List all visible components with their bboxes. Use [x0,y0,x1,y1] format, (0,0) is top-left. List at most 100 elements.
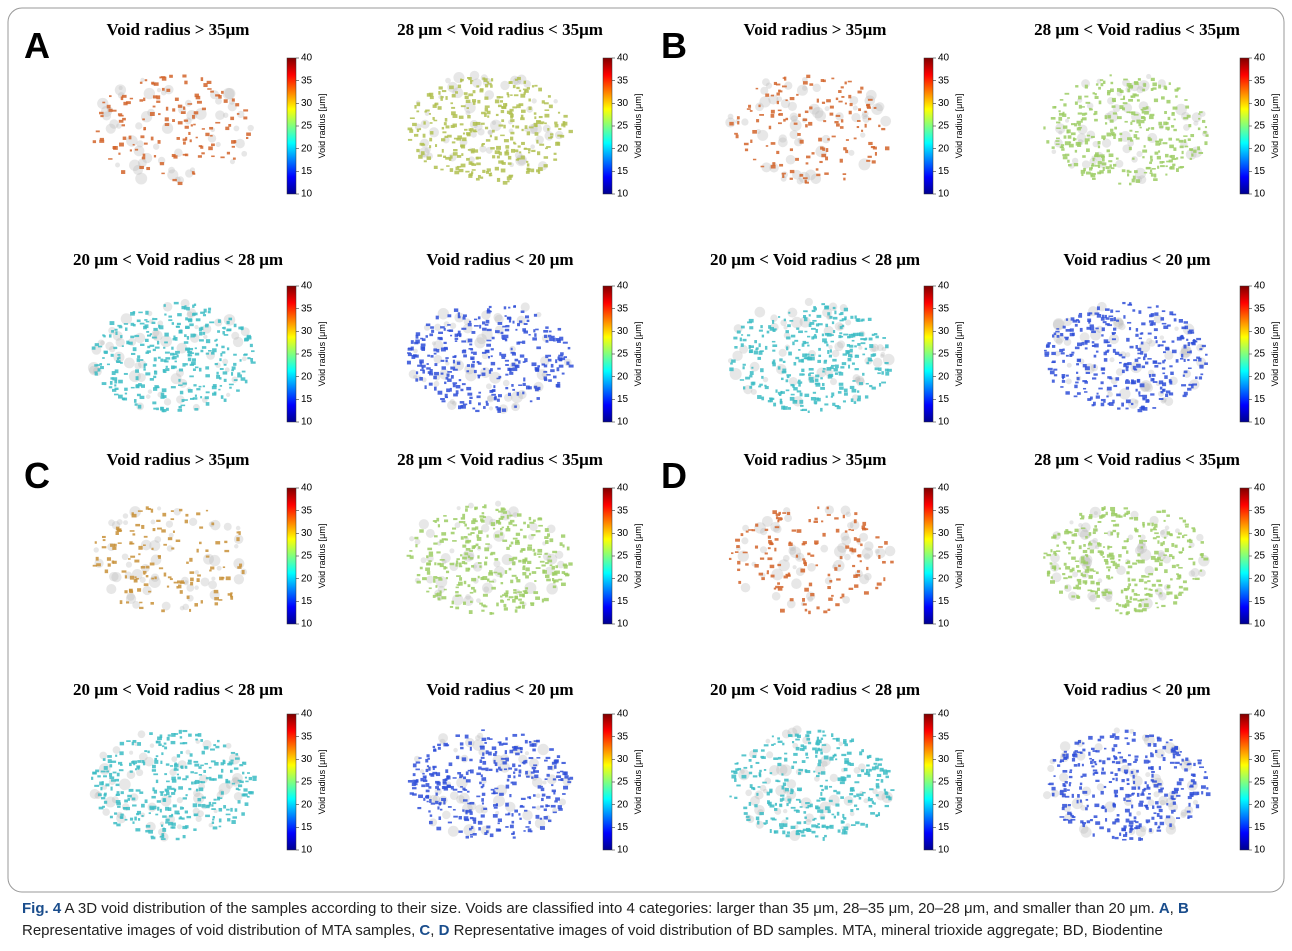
void [1126,387,1129,390]
void [120,362,123,364]
void [135,149,138,151]
void [108,158,112,160]
void [194,781,197,784]
void [1128,99,1133,102]
colorbar-tick-label: 25 [617,777,629,788]
void [449,762,453,766]
void [224,541,227,543]
void [803,118,807,121]
void [140,323,145,325]
void [533,794,536,797]
void [1199,348,1202,350]
void [143,98,145,101]
void-render [729,725,894,841]
void [467,115,470,118]
void [193,828,196,831]
void [187,103,192,105]
void [1199,365,1203,369]
void [777,101,779,104]
void-shadow [223,112,228,117]
void [134,560,139,563]
void [542,363,545,365]
void [553,778,556,780]
void [466,158,470,161]
void [820,408,823,412]
void [102,546,107,548]
void [178,384,183,386]
void [1137,553,1140,556]
void [541,788,545,791]
void [221,791,224,794]
void [512,734,517,737]
void [526,776,530,778]
void [566,362,569,365]
void [868,142,872,145]
void [824,341,827,343]
void [490,311,492,313]
void [783,119,785,122]
void [435,793,437,796]
void-shadow [853,105,858,110]
void [512,763,515,767]
void [527,524,530,528]
void [131,353,135,355]
void [872,160,876,163]
void [1193,150,1196,153]
void [202,751,205,755]
void [1097,314,1101,318]
void [1164,537,1166,539]
void [514,768,517,771]
void [489,769,493,771]
void-shadow [863,798,868,803]
void [208,311,211,314]
void [1095,152,1099,155]
void [1198,152,1203,154]
void-shadow [825,106,830,111]
void [1083,364,1087,367]
void [514,94,519,96]
void [413,354,417,357]
void [1193,529,1196,533]
void [737,116,740,119]
colorbar [1240,58,1249,194]
void [1130,596,1133,599]
void [188,358,191,362]
void [854,537,857,541]
void [749,802,751,806]
void [1085,138,1090,141]
void [424,111,426,113]
void-shadow [140,577,146,583]
colorbar-tick-label: 30 [617,754,629,765]
void [202,108,206,111]
void [482,512,485,514]
void [736,135,739,139]
void [536,530,541,532]
void-shadow [154,536,161,543]
void [1128,565,1133,568]
void [1129,112,1133,114]
void [164,333,168,337]
void-shadow [476,598,481,603]
colorbar-tick-label: 30 [1254,326,1266,337]
void [460,401,465,403]
void [518,606,521,609]
void [1083,550,1087,553]
void [535,329,539,331]
void [545,148,548,150]
void [820,147,823,150]
void [96,557,99,561]
void [826,99,831,102]
void [507,180,509,182]
void [1141,332,1143,334]
void [563,544,565,547]
void [174,302,179,304]
void [467,77,470,79]
void [544,598,549,601]
void [481,729,485,731]
void [194,772,197,774]
void-shadow [426,576,434,584]
void [486,320,490,324]
void [1156,305,1159,307]
void [440,169,443,171]
void [200,350,203,352]
